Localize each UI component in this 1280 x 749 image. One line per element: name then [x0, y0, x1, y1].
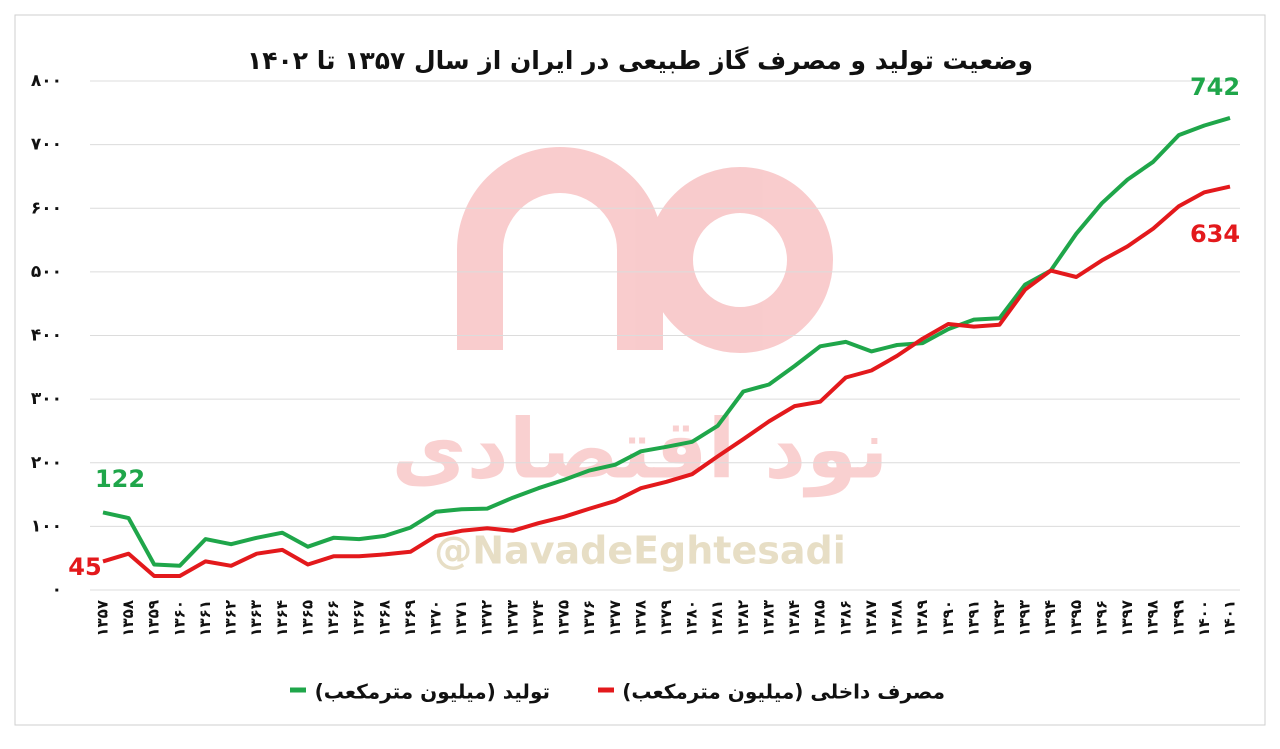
- x-tick-label: ۱۳۸۶: [836, 600, 854, 637]
- x-tick-label: ۱۳۷۰: [426, 600, 444, 637]
- x-tick-label: ۱۳۸۵: [811, 600, 829, 637]
- x-tick-label: ۱۳۹۱: [964, 600, 982, 637]
- x-tick-label: ۱۳۹۷: [1118, 600, 1136, 637]
- y-tick-label: ۱۰۰: [31, 516, 62, 536]
- x-tick-label: ۱۳۹۵: [1067, 600, 1085, 637]
- x-tick-label: ۱۳۷۴: [529, 600, 547, 637]
- x-tick-label: ۱۳۸۸: [888, 600, 906, 637]
- x-tick-label: ۱۳۷۱: [452, 600, 470, 637]
- x-tick-label: ۱۴۰۱: [1221, 600, 1239, 637]
- y-tick-label: ۰: [52, 580, 62, 600]
- logo-watermark: [457, 147, 833, 353]
- x-tick-label: ۱۳۷۳: [503, 600, 521, 637]
- data-label: 122: [95, 465, 145, 493]
- x-tick-label: ۱۳۵۷: [94, 600, 112, 637]
- x-tick-label: ۱۳۷۵: [555, 600, 573, 637]
- x-tick-label: ۱۳۸۷: [862, 600, 880, 637]
- x-tick-label: ۱۳۹۲: [990, 600, 1008, 637]
- frame: [14, 14, 1266, 726]
- x-tick-label: ۱۳۹۹: [1169, 600, 1187, 637]
- x-tick-label: ۱۳۸۲: [734, 600, 752, 637]
- x-tick-label: ۱۳۹۳: [1016, 600, 1034, 637]
- x-tick-label: ۱۳۶۲: [222, 600, 240, 637]
- x-tick-label: ۱۴۰۰: [1195, 600, 1213, 637]
- y-tick-label: ۷۰۰: [31, 135, 62, 155]
- x-tick-label: ۱۳۸۴: [785, 600, 803, 637]
- x-tick-label: ۱۳۷۶: [580, 600, 598, 637]
- x-tick-label: ۱۳۸۱: [708, 600, 726, 637]
- x-tick-label: ۱۳۸۰: [683, 600, 701, 637]
- x-tick-label: ۱۳۵۹: [145, 600, 163, 637]
- x-tick-label: ۱۳۶۰: [170, 600, 188, 637]
- x-tick-label: ۱۳۹۰: [939, 600, 957, 637]
- watermark-text: @NavadeEghtesadi: [434, 529, 845, 573]
- y-tick-label: ۲۰۰: [31, 453, 62, 473]
- x-tick-label: ۱۳۹۸: [1144, 600, 1162, 637]
- series-line: [102, 184, 1231, 578]
- x-tick-label: ۱۳۸۹: [913, 600, 931, 637]
- y-tick-label: ۵۰۰: [31, 262, 62, 282]
- legend-label: مصرف داخلی (میلیون مترمکعب): [622, 680, 945, 704]
- x-tick-label: ۱۳۶۹: [401, 600, 419, 637]
- x-tick-label: ۱۳۹۶: [1092, 600, 1110, 637]
- y-tick-label: ۳۰۰: [31, 389, 62, 409]
- y-tick-label: ۶۰۰: [31, 198, 62, 218]
- x-tick-label: ۱۳۶۸: [375, 600, 393, 637]
- x-tick-label: ۱۳۶۳: [247, 600, 265, 637]
- data-label: 634: [1190, 220, 1240, 248]
- logo-shape: [457, 147, 663, 350]
- x-tick-label: ۱۳۶۷: [350, 600, 368, 637]
- x-tick-label: ۱۳۵۸: [119, 600, 137, 637]
- x-tick-label: ۱۳۶۱: [196, 600, 214, 637]
- x-tick-label: ۱۳۷۲: [478, 600, 496, 637]
- x-tick-label: ۱۳۹۴: [1041, 600, 1059, 637]
- logo-shape: [647, 167, 833, 353]
- y-tick-label: ۴۰۰: [31, 326, 62, 346]
- chart-title: وضعیت تولید و مصرف گاز طبیعی در ایران از…: [247, 46, 1033, 76]
- x-tick-label: ۱۳۸۳: [759, 600, 777, 637]
- data-label: 742: [1190, 73, 1240, 101]
- data-label: 45: [68, 553, 101, 581]
- x-tick-label: ۱۳۷۷: [606, 600, 624, 637]
- x-tick-label: ۱۳۶۵: [298, 600, 316, 637]
- x-tick-label: ۱۳۶۶: [324, 600, 342, 637]
- y-tick-label: ۸۰۰: [31, 71, 62, 91]
- x-tick-label: ۱۳۷۸: [631, 600, 649, 637]
- x-tick-label: ۱۳۷۹: [657, 600, 675, 637]
- legend-label: تولید (میلیون مترمکعب): [315, 680, 550, 704]
- x-tick-label: ۱۳۶۴: [273, 600, 291, 637]
